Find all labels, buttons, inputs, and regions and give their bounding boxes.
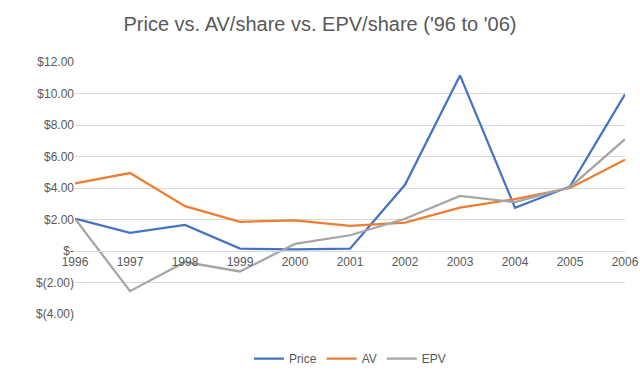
svg-text:$(4.00): $(4.00) xyxy=(36,307,74,321)
svg-text:$2.00: $2.00 xyxy=(44,213,74,227)
svg-text:AV: AV xyxy=(362,352,377,366)
svg-text:Price: Price xyxy=(289,352,317,366)
svg-text:2001: 2001 xyxy=(337,255,364,269)
svg-text:$4.00: $4.00 xyxy=(44,181,74,195)
svg-text:$6.00: $6.00 xyxy=(44,150,74,164)
svg-text:$8.00: $8.00 xyxy=(44,118,74,132)
svg-text:Price vs. AV/share vs. EPV/sha: Price vs. AV/share vs. EPV/share ('96 to… xyxy=(124,13,517,35)
svg-text:2000: 2000 xyxy=(282,255,309,269)
svg-text:$-: $- xyxy=(63,244,74,258)
svg-text:2002: 2002 xyxy=(392,255,419,269)
svg-text:$(2.00): $(2.00) xyxy=(36,276,74,290)
svg-text:2004: 2004 xyxy=(502,255,529,269)
svg-text:EPV: EPV xyxy=(422,352,446,366)
svg-text:1997: 1997 xyxy=(117,255,144,269)
svg-text:1999: 1999 xyxy=(227,255,254,269)
svg-text:2003: 2003 xyxy=(447,255,474,269)
svg-text:1998: 1998 xyxy=(172,255,199,269)
svg-text:$10.00: $10.00 xyxy=(37,87,74,101)
svg-text:$12.00: $12.00 xyxy=(37,55,74,69)
svg-text:2006: 2006 xyxy=(612,255,639,269)
svg-text:1996: 1996 xyxy=(62,255,89,269)
svg-text:2005: 2005 xyxy=(557,255,584,269)
